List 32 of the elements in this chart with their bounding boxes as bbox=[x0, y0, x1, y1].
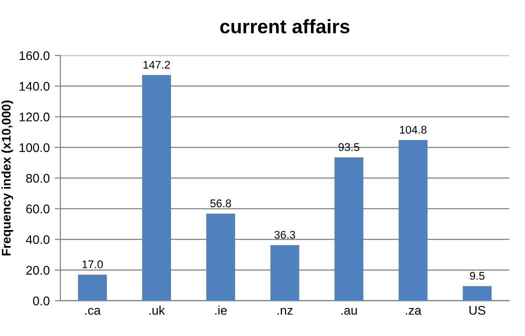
x-tick-label: .ca bbox=[85, 308, 101, 315]
y-tick-label: 160.0 bbox=[20, 51, 50, 60]
data-label: 104.8 bbox=[400, 126, 426, 134]
data-label: 93.5 bbox=[338, 143, 360, 152]
y-tick-label: 80.0 bbox=[26, 174, 50, 183]
data-label: 17.0 bbox=[82, 260, 103, 268]
data-label: 36.3 bbox=[274, 230, 296, 239]
bar bbox=[206, 214, 236, 301]
y-axis-title: Frequency index (x10,000) bbox=[1, 100, 14, 256]
data-label: 147.2 bbox=[144, 60, 170, 69]
bar bbox=[398, 140, 428, 301]
y-tick-label: 20.0 bbox=[26, 266, 50, 275]
bar bbox=[462, 286, 492, 301]
x-tick-label: .za bbox=[406, 308, 422, 315]
data-label: 56.8 bbox=[210, 199, 232, 208]
bar bbox=[270, 245, 300, 301]
data-label: 9.5 bbox=[470, 272, 484, 280]
x-tick-label: .ie bbox=[215, 306, 227, 315]
bar bbox=[78, 274, 107, 301]
y-tick-label: 140.0 bbox=[20, 82, 50, 91]
y-tick-label: 120.0 bbox=[20, 112, 50, 122]
y-tick-label: 0.0 bbox=[33, 296, 50, 306]
chart-title: current affairs bbox=[220, 19, 350, 34]
x-tick-label: US bbox=[469, 306, 486, 315]
y-tick-label: 40.0 bbox=[26, 235, 50, 244]
x-tick-label: .nz bbox=[278, 308, 293, 315]
x-tick-label: .uk bbox=[149, 306, 165, 315]
x-tick-label: .au bbox=[341, 308, 357, 315]
bar bbox=[142, 75, 171, 301]
y-tick-label: 60.0 bbox=[26, 204, 50, 214]
bar bbox=[334, 157, 364, 301]
y-tick-label: 100.0 bbox=[20, 143, 50, 152]
